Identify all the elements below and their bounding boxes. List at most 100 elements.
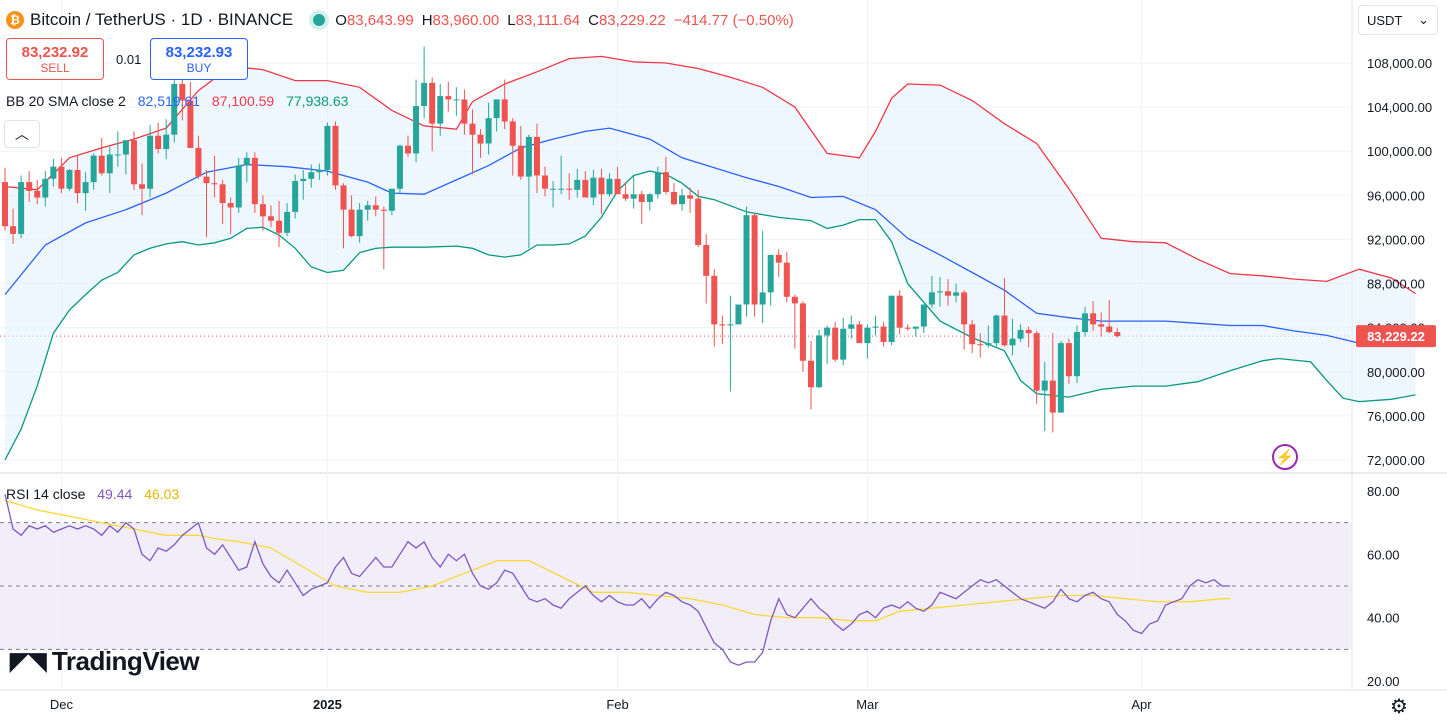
candle-body [34, 190, 41, 198]
candle [1041, 361, 1048, 432]
candle [348, 195, 355, 238]
candle [1114, 328, 1121, 338]
candle [646, 193, 653, 211]
candle-body [267, 216, 274, 221]
candle-body [824, 327, 831, 336]
candle [888, 295, 895, 346]
candle [1065, 338, 1072, 384]
candle-body [662, 172, 669, 193]
candle-body [1025, 329, 1032, 334]
candle-body [42, 178, 49, 198]
time-tick-label: Mar [856, 697, 879, 712]
settings-icon[interactable]: ⚙ [1390, 696, 1408, 718]
candle [1033, 330, 1040, 404]
candle [864, 324, 871, 359]
candle [880, 322, 887, 347]
candle-body [211, 183, 218, 185]
candle [235, 157, 242, 213]
candle-body [928, 292, 935, 305]
candle [66, 168, 73, 191]
candle [743, 206, 750, 317]
candle-body [872, 326, 879, 328]
candle [1057, 340, 1064, 413]
candle [630, 175, 637, 209]
candle [977, 333, 984, 358]
price-tick-label: 92,000.00 [1367, 232, 1425, 247]
lightning-icon[interactable]: ⚡ [1272, 444, 1298, 470]
candle [388, 188, 395, 216]
candle [783, 251, 790, 303]
candle-body [606, 178, 613, 195]
candle-body [227, 203, 234, 208]
collapse-legend-button[interactable]: ︿ [4, 120, 40, 148]
symbol-header: ₿ Bitcoin / TetherUS · 1D · BINANCE O83,… [6, 8, 794, 32]
candle-body [1057, 343, 1064, 413]
candle [759, 230, 766, 324]
candle-body [558, 188, 565, 190]
last-price-badge-bg [1356, 325, 1436, 348]
candle [308, 164, 315, 188]
candle [711, 269, 718, 347]
candle [469, 109, 476, 175]
candle-body [993, 315, 1000, 344]
bb-upper-line [4, 55, 1416, 295]
bb-legend[interactable]: BB 20 SMA close 2 82,519.61 87,100.59 77… [6, 93, 356, 109]
candle [90, 153, 97, 190]
candle-body [533, 136, 540, 176]
candle-body [58, 166, 65, 189]
candle-body [348, 209, 355, 237]
candle [155, 122, 162, 154]
sell-price: 83,232.92 [21, 44, 89, 61]
candle-body [316, 169, 323, 173]
candle-body [501, 99, 508, 122]
candle-body [582, 179, 589, 198]
candle [26, 171, 33, 202]
candle-body [566, 188, 573, 190]
candle-body [961, 292, 968, 325]
candle [606, 173, 613, 197]
candle [130, 131, 137, 190]
symbol-title[interactable]: Bitcoin / TetherUS · 1D · BINANCE [30, 10, 294, 29]
candle-body [437, 96, 444, 124]
candle [453, 87, 460, 116]
candle [316, 163, 323, 180]
candle-body [799, 303, 806, 361]
sell-button[interactable]: 83,232.92 SELL [6, 38, 104, 80]
candle-body [767, 254, 774, 293]
candle [171, 75, 178, 143]
candle-body [590, 177, 597, 198]
candle-body [638, 194, 645, 202]
candle [896, 290, 903, 335]
candle-body [1033, 333, 1040, 391]
candle [791, 294, 798, 349]
candle [421, 46, 428, 119]
last-price-label: 83,229.22 [1367, 329, 1425, 344]
bb-label: BB 20 SMA close 2 [6, 93, 126, 109]
candle-body [82, 182, 89, 194]
candle-body [324, 125, 331, 170]
last-price-badge: 83,229.22 [1356, 325, 1436, 348]
candle-body [1114, 332, 1121, 337]
rsi-legend[interactable]: RSI 14 close 49.44 46.03 [6, 486, 187, 502]
candle [396, 144, 403, 195]
candle [219, 179, 226, 225]
rsi-line [4, 494, 1231, 666]
candle-body [670, 192, 677, 205]
candle-body [388, 188, 395, 211]
candle-body [356, 209, 363, 237]
rsi-tick-label: 80.00 [1367, 484, 1400, 499]
buy-button[interactable]: 83,232.93 BUY [150, 38, 248, 80]
rsi-ma-value: 46.03 [144, 486, 180, 502]
candle-body [171, 83, 178, 135]
candle-body [517, 145, 524, 177]
candle [904, 324, 911, 331]
candle [670, 183, 677, 206]
bb-lower-value: 77,938.63 [286, 93, 349, 109]
candle [493, 99, 500, 132]
candle [1106, 300, 1113, 334]
candle-body [292, 180, 299, 212]
candle-body [493, 99, 500, 119]
currency-select[interactable]: USDT ⌄ [1358, 5, 1438, 35]
candle-body [703, 244, 710, 276]
